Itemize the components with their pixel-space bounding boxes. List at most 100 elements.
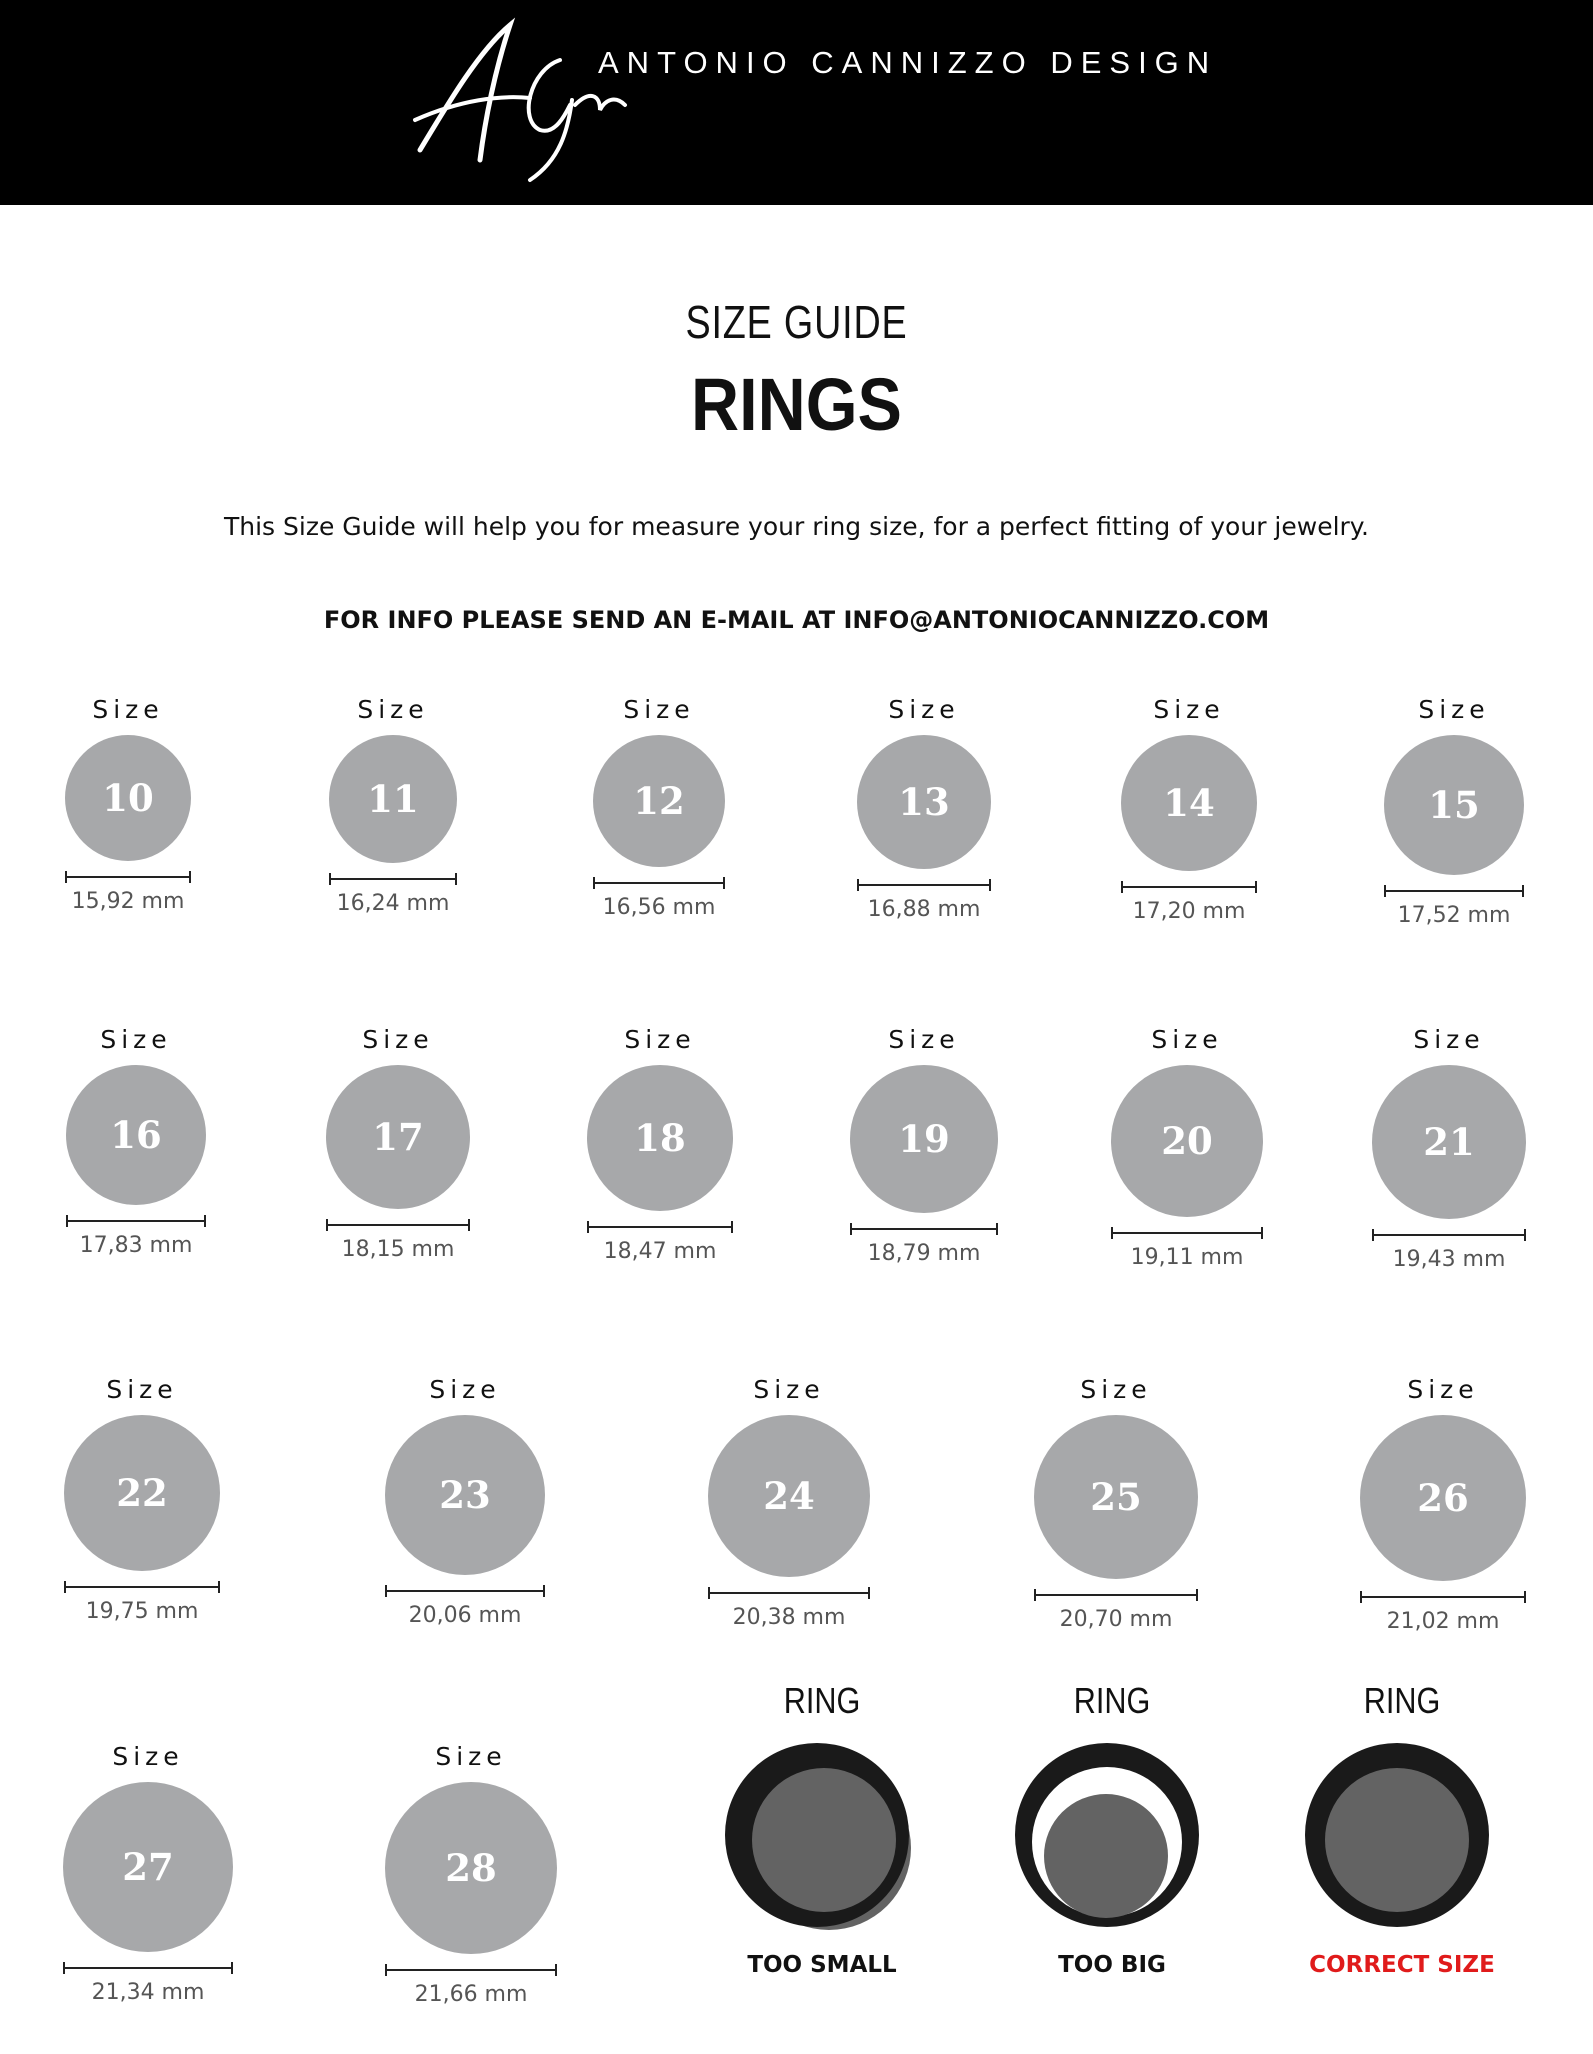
size-item: Size 25 20,70 mm bbox=[986, 1375, 1246, 1679]
fit-title: RING bbox=[783, 1680, 861, 1721]
diameter-measure-line bbox=[593, 877, 725, 889]
size-item: Size 12 16,56 mm bbox=[529, 695, 789, 967]
diameter-mm: 21,02 mm bbox=[1386, 1609, 1500, 1634]
size-label: Size bbox=[888, 695, 960, 724]
size-label: Size bbox=[435, 1742, 507, 1771]
ring-size-circle: 28 bbox=[385, 1782, 557, 1954]
size-item: Size 17 18,15 mm bbox=[268, 1025, 528, 1309]
too-small-diagram-icon bbox=[725, 1743, 911, 1930]
diameter-mm: 17,52 mm bbox=[1397, 903, 1511, 928]
brand-name: ANTONIO CANNIZZO DESIGN bbox=[598, 45, 1218, 80]
size-label: Size bbox=[92, 695, 164, 724]
ring-size-circle: 24 bbox=[708, 1415, 870, 1577]
diameter-measure-line bbox=[385, 1585, 545, 1597]
diameter-measure-line bbox=[326, 1219, 470, 1231]
correct-size-diagram-icon bbox=[1305, 1743, 1489, 1927]
size-item: Size 14 17,20 mm bbox=[1059, 695, 1319, 971]
ring-size-circle: 18 bbox=[587, 1065, 733, 1211]
size-label: Size bbox=[362, 1025, 434, 1054]
diameter-measure-line bbox=[63, 1962, 233, 1974]
fit-label: TOO BIG bbox=[1058, 1952, 1166, 1978]
diameter-mm: 16,88 mm bbox=[867, 897, 981, 922]
size-label: Size bbox=[623, 695, 695, 724]
size-label: Size bbox=[1153, 695, 1225, 724]
signature-logo-icon bbox=[413, 17, 627, 182]
diameter-measure-line bbox=[65, 871, 191, 883]
ring-size-circle: 12 bbox=[593, 735, 725, 867]
diameter-measure-line bbox=[1372, 1229, 1526, 1241]
diameter-measure-line bbox=[64, 1581, 220, 1593]
size-item: Size 11 16,24 mm bbox=[263, 695, 523, 963]
diameter-mm: 18,79 mm bbox=[867, 1241, 981, 1266]
size-item: Size 26 21,02 mm bbox=[1313, 1375, 1573, 1681]
diameter-mm: 19,43 mm bbox=[1392, 1247, 1506, 1272]
size-label: Size bbox=[429, 1375, 501, 1404]
size-item: Size 10 15,92 mm bbox=[0, 695, 258, 961]
size-item: Size 24 20,38 mm bbox=[659, 1375, 919, 1677]
diameter-mm: 20,38 mm bbox=[732, 1605, 846, 1630]
size-item: Size 20 19,11 mm bbox=[1057, 1025, 1317, 1317]
ring-size-circle: 11 bbox=[329, 735, 457, 863]
diameter-mm: 16,24 mm bbox=[336, 891, 450, 916]
size-label: Size bbox=[1413, 1025, 1485, 1054]
diameter-mm: 16,56 mm bbox=[602, 895, 716, 920]
page-subtitle: SIZE GUIDE bbox=[685, 296, 908, 348]
fit-correct-size: RING CORRECT SIZE bbox=[1252, 1680, 1552, 2000]
ring-size-circle: 23 bbox=[385, 1415, 545, 1575]
size-label: Size bbox=[624, 1025, 696, 1054]
size-label: Size bbox=[753, 1375, 825, 1404]
diameter-mm: 17,83 mm bbox=[79, 1233, 193, 1258]
diameter-measure-line bbox=[587, 1221, 733, 1233]
ring-size-circle: 25 bbox=[1034, 1415, 1198, 1579]
fit-too-small: RING TOO SMALL bbox=[672, 1680, 972, 2000]
ring-size-circle: 19 bbox=[850, 1065, 998, 1213]
diameter-mm: 18,47 mm bbox=[603, 1239, 717, 1264]
size-item: Size 18 18,47 mm bbox=[530, 1025, 790, 1311]
diameter-measure-line bbox=[385, 1964, 557, 1976]
diameter-measure-line bbox=[1111, 1227, 1263, 1239]
diameter-measure-line bbox=[708, 1587, 870, 1599]
size-item: Size 13 16,88 mm bbox=[794, 695, 1054, 969]
size-label: Size bbox=[112, 1742, 184, 1771]
size-item: Size 23 20,06 mm bbox=[335, 1375, 595, 1675]
contact-info: FOR INFO PLEASE SEND AN E-MAIL AT INFO@A… bbox=[323, 606, 1270, 634]
ring-size-circle: 15 bbox=[1384, 735, 1524, 875]
size-label: Size bbox=[106, 1375, 178, 1404]
ring-size-circle: 26 bbox=[1360, 1415, 1526, 1581]
ring-size-circle: 16 bbox=[66, 1065, 206, 1205]
fit-title: RING bbox=[1073, 1680, 1151, 1721]
diameter-mm: 17,20 mm bbox=[1132, 899, 1246, 924]
diameter-mm: 19,11 mm bbox=[1130, 1245, 1244, 1270]
diameter-measure-line bbox=[66, 1215, 206, 1227]
size-label: Size bbox=[100, 1025, 172, 1054]
size-item: Size 22 19,75 mm bbox=[12, 1375, 272, 1671]
diameter-measure-line bbox=[850, 1223, 998, 1235]
ring-size-circle: 27 bbox=[63, 1782, 233, 1952]
diameter-measure-line bbox=[1360, 1591, 1526, 1603]
size-label: Size bbox=[1151, 1025, 1223, 1054]
too-big-diagram-icon bbox=[1015, 1743, 1199, 1927]
fit-label: CORRECT SIZE bbox=[1309, 1952, 1495, 1978]
ring-size-circle: 22 bbox=[64, 1415, 220, 1571]
ring-size-circle: 21 bbox=[1372, 1065, 1526, 1219]
diameter-mm: 15,92 mm bbox=[71, 889, 185, 914]
diameter-mm: 20,06 mm bbox=[408, 1603, 522, 1628]
diameter-mm: 20,70 mm bbox=[1059, 1607, 1173, 1632]
ring-size-circle: 20 bbox=[1111, 1065, 1263, 1217]
ring-size-circle: 10 bbox=[65, 735, 191, 861]
diameter-measure-line bbox=[857, 879, 991, 891]
ring-size-circle: 14 bbox=[1121, 735, 1257, 871]
diameter-mm: 18,15 mm bbox=[341, 1237, 455, 1262]
fit-too-big: RING TOO BIG bbox=[962, 1680, 1262, 2000]
diameter-mm: 19,75 mm bbox=[85, 1599, 199, 1624]
diameter-measure-line bbox=[1034, 1589, 1198, 1601]
size-item: Size 16 17,83 mm bbox=[6, 1025, 266, 1305]
size-item: Size 15 17,52 mm bbox=[1324, 695, 1584, 975]
diameter-measure-line bbox=[329, 873, 457, 885]
diameter-mm: 21,66 mm bbox=[414, 1982, 528, 2007]
size-item: Size 27 21,34 mm bbox=[18, 1742, 278, 2052]
intro-text: This Size Guide will help you for measur… bbox=[224, 512, 1369, 541]
size-item: Size 19 18,79 mm bbox=[794, 1025, 1054, 1313]
size-label: Size bbox=[1418, 695, 1490, 724]
page-title: RINGS bbox=[691, 363, 902, 446]
